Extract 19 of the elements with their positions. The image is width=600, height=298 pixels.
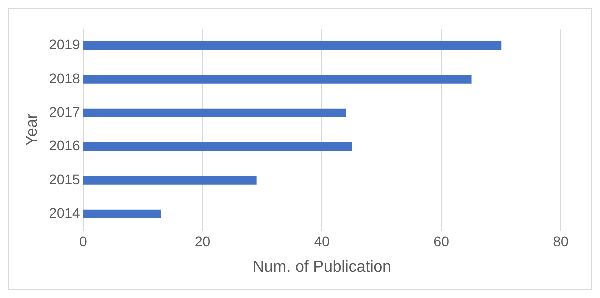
x-tick-label: 0 [79, 233, 88, 250]
x-axis-title: Num. of Publication [252, 258, 392, 276]
y-tick-label: 2017 [49, 104, 81, 120]
bar [84, 42, 502, 50]
bar [84, 75, 472, 84]
y-tick-label: 2018 [49, 70, 81, 86]
y-tick-label: 2019 [49, 36, 81, 53]
y-tick-label: 2014 [49, 205, 81, 222]
bar [84, 210, 162, 218]
x-tick-label: 40 [314, 233, 330, 250]
x-tick-label: 60 [434, 233, 450, 250]
bar [84, 176, 257, 185]
y-tick-label: 2015 [49, 171, 81, 188]
bar [84, 108, 346, 118]
x-tick-label: 80 [553, 233, 569, 250]
y-tick-label: 2016 [49, 138, 81, 154]
bar [84, 142, 352, 152]
y-axis-title: Year [24, 113, 42, 146]
x-tick-label: 20 [194, 233, 211, 250]
